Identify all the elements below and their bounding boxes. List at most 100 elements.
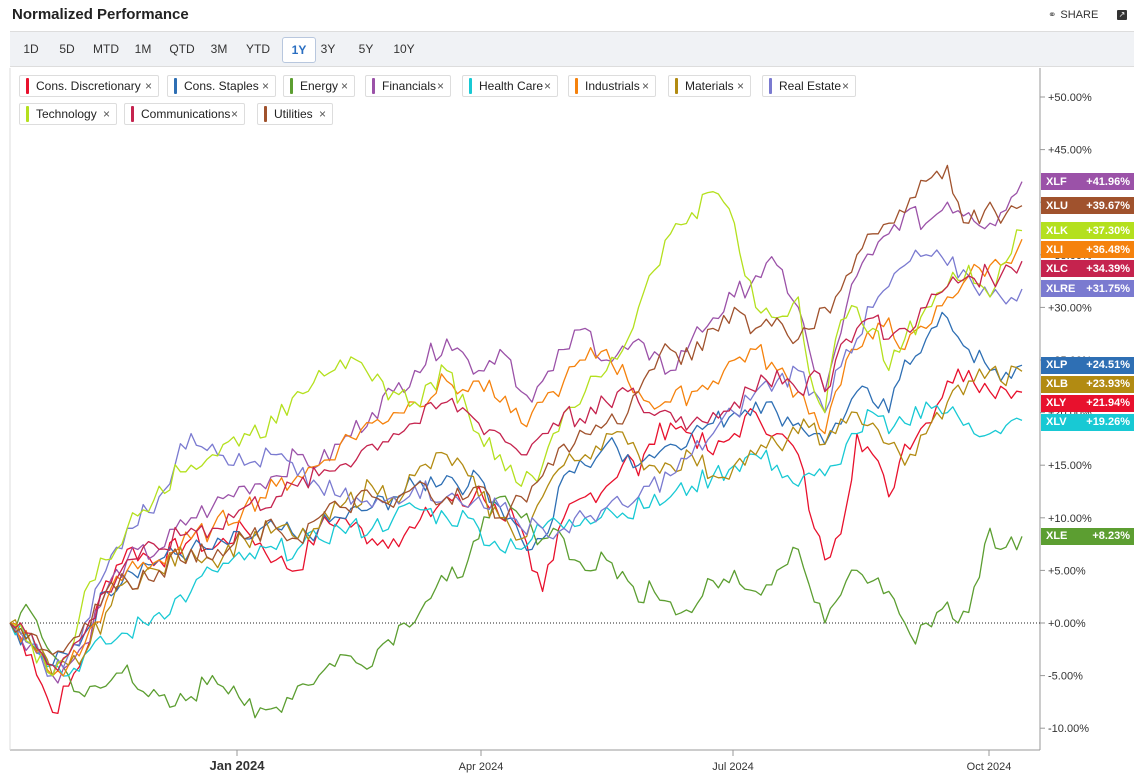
series-line-xlre xyxy=(9,249,1023,677)
end-label-xlf: XLF +41.96% xyxy=(1041,173,1134,191)
end-label-xly: XLY +21.94% xyxy=(1041,394,1134,412)
legend-chip-industrials[interactable]: Industrials × xyxy=(568,75,656,97)
series-line-xle xyxy=(9,495,1023,719)
legend-chip-materials[interactable]: Materials × xyxy=(668,75,751,97)
legend-label: Health Care xyxy=(479,79,544,93)
legend-swatch xyxy=(26,106,29,122)
range-button-1m[interactable]: 1M xyxy=(134,42,152,56)
range-button-5d[interactable]: 5D xyxy=(59,42,75,56)
legend-swatch xyxy=(26,78,29,94)
series-line-xlb xyxy=(9,365,1023,677)
legend-swatch xyxy=(769,78,772,94)
end-label-value: +36.48% xyxy=(1086,243,1130,256)
remove-series-icon[interactable]: × xyxy=(340,79,348,93)
remove-series-icon[interactable]: × xyxy=(736,79,744,93)
remove-series-icon[interactable]: × xyxy=(641,79,649,93)
end-label-ticker: XLF xyxy=(1046,175,1067,188)
legend-chip-real-estate[interactable]: Real Estate × xyxy=(762,75,856,97)
chart-header: Normalized Performance ⚭ SHARE ↗ xyxy=(0,0,1134,30)
end-label-ticker: XLK xyxy=(1046,224,1068,237)
share-icon: ⚭ xyxy=(1048,9,1057,21)
y-tick-label: +30.00% xyxy=(1048,302,1092,314)
range-button-5y[interactable]: 5Y xyxy=(358,42,374,56)
legend-swatch xyxy=(675,78,678,94)
end-label-value: +24.51% xyxy=(1086,359,1130,372)
y-tick-label: +15.00% xyxy=(1048,460,1092,472)
end-label-value: +23.93% xyxy=(1086,378,1130,391)
legend-label: Communications xyxy=(141,107,231,121)
end-label-xlu: XLU +39.67% xyxy=(1041,197,1134,215)
end-label-xlk: XLK +37.30% xyxy=(1041,222,1134,240)
legend-label: Technology xyxy=(36,107,97,121)
remove-series-icon[interactable]: × xyxy=(318,107,326,121)
series-line-xlu xyxy=(9,164,1023,656)
legend-chip-cons-staples[interactable]: Cons. Staples × xyxy=(167,75,276,97)
remove-series-icon[interactable]: × xyxy=(261,79,269,93)
end-label-ticker: XLRE xyxy=(1046,282,1076,295)
remove-series-icon[interactable]: × xyxy=(841,79,849,93)
end-label-ticker: XLE xyxy=(1046,530,1068,543)
y-tick-label: +45.00% xyxy=(1048,145,1092,157)
remove-series-icon[interactable]: × xyxy=(230,107,238,121)
remove-series-icon[interactable]: × xyxy=(102,107,110,121)
remove-series-icon[interactable]: × xyxy=(144,79,152,93)
remove-series-icon[interactable]: × xyxy=(543,79,551,93)
share-button[interactable]: ⚭ SHARE xyxy=(1048,9,1098,21)
legend-swatch xyxy=(372,78,375,94)
legend-chip-energy[interactable]: Energy × xyxy=(283,75,355,97)
end-label-xli: XLI +36.48% xyxy=(1041,241,1134,259)
legend-chip-financials[interactable]: Financials × xyxy=(365,75,451,97)
range-button-qtd[interactable]: QTD xyxy=(169,42,195,56)
end-label-value: +34.39% xyxy=(1086,262,1130,275)
end-label-value: +41.96% xyxy=(1086,175,1130,188)
end-label-value: +37.30% xyxy=(1086,224,1130,237)
y-tick-label: -10.00% xyxy=(1048,723,1089,735)
x-tick-label: Jul 2024 xyxy=(712,761,754,773)
legend-chip-technology[interactable]: Technology × xyxy=(19,103,117,125)
legend-chip-cons-discretionary[interactable]: Cons. Discretionary × xyxy=(19,75,159,97)
range-button-mtd[interactable]: MTD xyxy=(93,42,119,56)
end-label-xlc: XLC +34.39% xyxy=(1041,260,1134,278)
range-button-3y[interactable]: 3Y xyxy=(320,42,336,56)
end-label-ticker: XLB xyxy=(1046,378,1068,391)
range-button-10y[interactable]: 10Y xyxy=(393,42,415,56)
legend-chip-communications[interactable]: Communications × xyxy=(124,103,245,125)
end-label-xle: XLE +8.23% xyxy=(1041,527,1134,545)
legend-chip-health-care[interactable]: Health Care × xyxy=(462,75,558,97)
y-tick-label: +0.00% xyxy=(1048,618,1086,630)
range-button-ytd[interactable]: YTD xyxy=(246,42,270,56)
range-button-3m[interactable]: 3M xyxy=(210,42,228,56)
legend-chip-utilities[interactable]: Utilities × xyxy=(257,103,333,125)
end-label-xlre: XLRE +31.75% xyxy=(1041,280,1134,298)
legend-swatch xyxy=(131,106,134,122)
end-label-xlp: XLP +24.51% xyxy=(1041,356,1134,374)
end-label-value: +8.23% xyxy=(1092,530,1130,543)
legend-label: Real Estate xyxy=(779,79,842,93)
legend-label: Cons. Staples xyxy=(184,79,259,93)
range-button-1y[interactable]: 1Y xyxy=(282,37,316,63)
end-label-ticker: XLY xyxy=(1046,397,1067,410)
share-label: SHARE xyxy=(1060,9,1099,21)
series-line-xlv xyxy=(9,401,1023,677)
x-tick-label: Oct 2024 xyxy=(967,761,1012,773)
end-label-value: +21.94% xyxy=(1086,397,1130,410)
remove-series-icon[interactable]: × xyxy=(436,79,444,93)
x-tick-label: Jan 2024 xyxy=(210,758,266,773)
end-label-value: +39.67% xyxy=(1086,199,1130,212)
end-label-xlv: XLV +19.26% xyxy=(1041,413,1134,431)
end-label-ticker: XLV xyxy=(1046,416,1067,429)
series-line-xli xyxy=(9,238,1023,677)
expand-icon[interactable]: ↗ xyxy=(1117,10,1127,20)
range-button-1d[interactable]: 1D xyxy=(23,42,39,56)
end-label-xlb: XLB +23.93% xyxy=(1041,375,1134,393)
y-tick-label: +50.00% xyxy=(1048,92,1092,104)
legend-label: Cons. Discretionary xyxy=(36,79,141,93)
y-tick-label: -5.00% xyxy=(1048,671,1083,683)
x-tick-label: Apr 2024 xyxy=(459,761,504,773)
end-label-ticker: XLI xyxy=(1046,243,1064,256)
series-line-xlc xyxy=(9,260,1023,672)
legend-label: Industrials xyxy=(585,79,640,93)
series-line-xlk xyxy=(9,191,1023,677)
end-label-ticker: XLU xyxy=(1046,199,1068,212)
end-label-value: +19.26% xyxy=(1086,416,1130,429)
